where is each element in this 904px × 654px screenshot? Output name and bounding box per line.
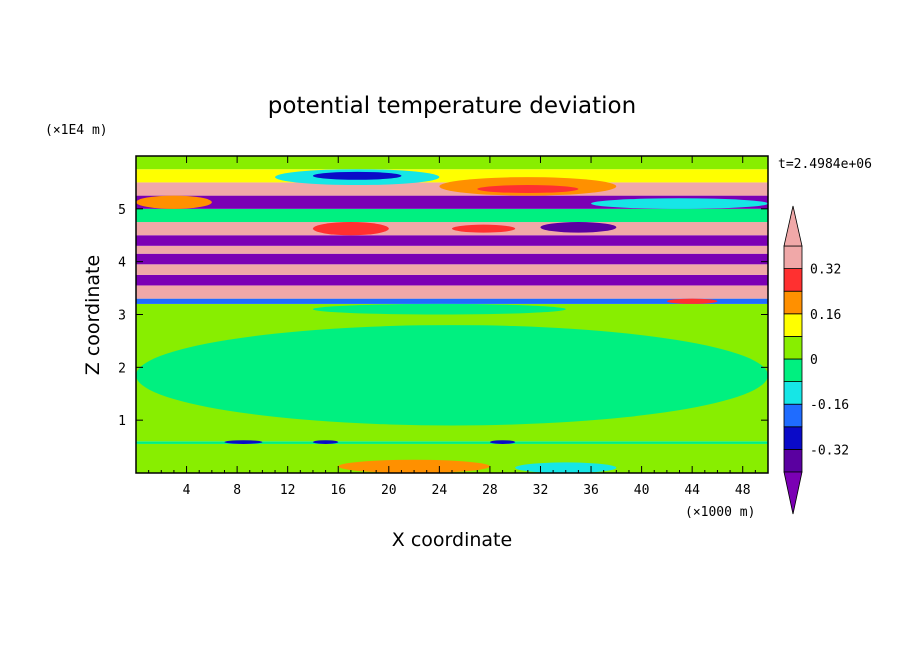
contour-band — [136, 156, 768, 170]
contour-band — [136, 222, 768, 236]
contour-feature — [338, 459, 490, 474]
contour-feature — [452, 224, 516, 233]
contour-feature — [136, 325, 768, 426]
x-tick-label: 12 — [280, 483, 296, 498]
x-tick-label: 4 — [183, 483, 191, 498]
y-unit-label: (×1E4 m) — [45, 123, 108, 138]
y-axis-label: Z coordinate — [82, 255, 104, 375]
colorbar-segment — [783, 358, 803, 383]
contour-band — [136, 264, 768, 275]
contour-feature — [312, 303, 566, 315]
x-tick-label: 40 — [634, 483, 650, 498]
colorbar-tick-label: 0 — [810, 353, 818, 368]
contour-band — [136, 274, 768, 286]
y-tick-label: 4 — [118, 256, 126, 271]
chart-title: potential temperature deviation — [268, 93, 636, 119]
x-tick-label: 16 — [330, 483, 346, 498]
x-tick-label: 20 — [381, 483, 397, 498]
contour-feature — [312, 222, 389, 236]
x-tick-label: 32 — [533, 483, 549, 498]
contour-band — [136, 285, 768, 299]
y-tick-label: 5 — [118, 203, 126, 218]
x-tick-label: 36 — [583, 483, 599, 498]
colorbar-tick-label: 0.32 — [810, 263, 841, 278]
colorbar-segment — [783, 403, 803, 428]
contour-feature — [477, 185, 579, 193]
contour-field — [136, 156, 769, 474]
y-ticks: 1 2 3 4 5 — [118, 203, 768, 429]
colorbar: 0.32 0.16 0 -0.16 -0.32 — [783, 205, 849, 515]
colorbar-segment — [783, 335, 803, 360]
colorbar-segment — [783, 426, 803, 450]
x-tick-label: 44 — [684, 483, 700, 498]
contour-band — [136, 245, 768, 254]
x-axis-label: X coordinate — [392, 529, 512, 551]
colorbar-segment — [783, 245, 803, 270]
colorbar-segment — [783, 448, 803, 473]
contour-band — [136, 169, 768, 183]
contour-feature — [591, 198, 769, 209]
time-label: t=2.4984e+06 — [778, 157, 872, 172]
colorbar-extend-bottom — [783, 471, 803, 515]
contour-feature — [136, 195, 212, 209]
contour-band — [136, 235, 768, 246]
contour-feature — [489, 440, 516, 444]
y-tick-label: 2 — [118, 361, 126, 376]
colorbar-tick-label: 0.16 — [810, 308, 841, 323]
y-tick-label: 1 — [118, 414, 126, 429]
contour-feature — [312, 440, 339, 444]
x-unit-label: (×1000 m) — [685, 505, 755, 520]
x-tick-label: 28 — [482, 483, 498, 498]
colorbar-segment — [783, 381, 803, 405]
contour-feature — [224, 440, 263, 444]
colorbar-tick-label: -0.16 — [810, 398, 849, 413]
colorbar-extend-top — [783, 205, 803, 247]
contour-band — [136, 298, 768, 304]
colorbar-segment — [783, 313, 803, 337]
contour-band — [136, 208, 768, 223]
y-tick-label: 3 — [118, 309, 126, 324]
x-tick-label: 8 — [233, 483, 241, 498]
contour-feature — [312, 171, 402, 180]
contour-feature — [666, 298, 718, 304]
colorbar-tick-label: -0.32 — [810, 443, 849, 458]
colorbar-segment — [783, 290, 803, 315]
contour-feature — [540, 222, 617, 233]
x-tick-label: 48 — [735, 483, 751, 498]
colorbar-segment — [783, 268, 803, 292]
contour-band — [136, 253, 768, 265]
x-ticks: 4 8 12 16 20 24 28 32 36 40 44 48 — [148, 156, 756, 498]
contour-band — [136, 441, 768, 444]
x-tick-label: 24 — [432, 483, 448, 498]
